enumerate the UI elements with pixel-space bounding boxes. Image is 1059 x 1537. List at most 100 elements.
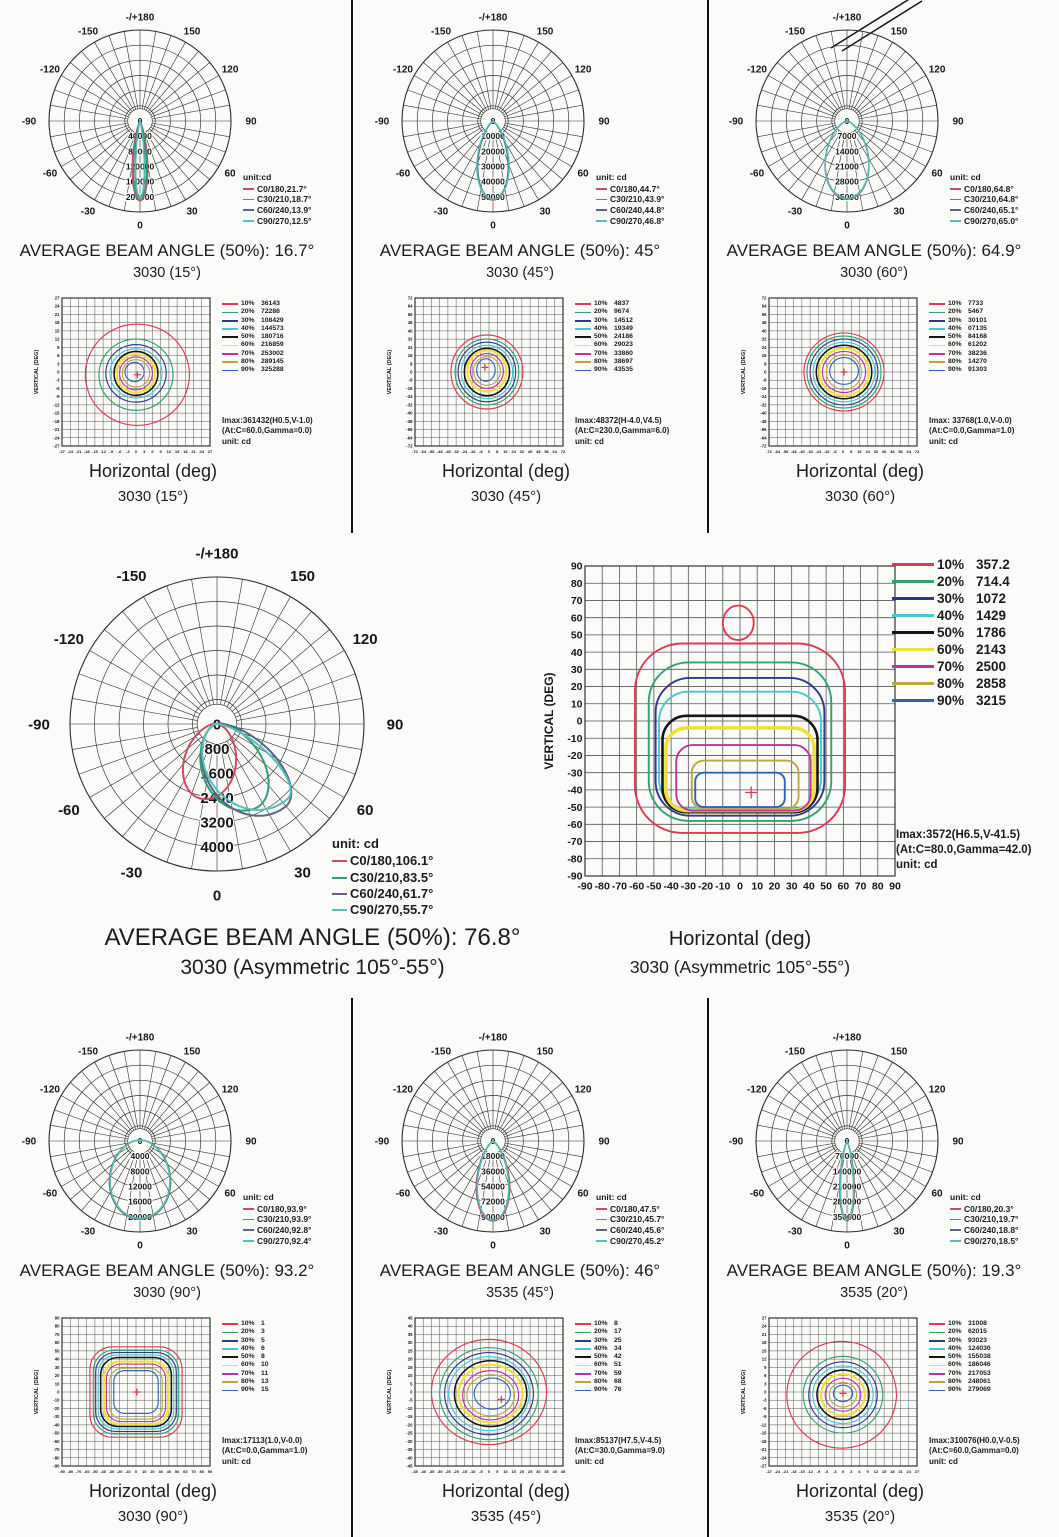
axis-label: 80: [200, 1469, 205, 1474]
legend-swatch: [950, 209, 961, 212]
contour-ring: [448, 1356, 530, 1432]
contour-diagram-svg: -90-90-80-80-70-70-60-60-50-50-40-40-30-…: [34, 1316, 213, 1474]
axis-label: -60: [396, 169, 411, 180]
axis-label: -16: [470, 449, 477, 454]
contour-legend-percent: 90%: [241, 1386, 255, 1394]
axis-label: -/+180: [126, 1033, 155, 1044]
contour-legend-value: 33860: [614, 349, 633, 357]
beam-angle-caption: AVERAGE BEAM ANGLE (50%): 93.2°: [19, 1261, 315, 1280]
contour-legend-percent: 90%: [937, 693, 965, 708]
contour-plot: -27 -27 -24 -24 -21 -21 -18 -18 -15 -15 -12 -12 -9 -9…: [0, 292, 352, 460]
axis-label: 56: [408, 312, 413, 317]
polar-legend-label: C60/240,45.6°: [610, 1224, 665, 1235]
contour-legend-entry: 50% 155038: [929, 1353, 991, 1361]
imax-cross-marker: [133, 1388, 141, 1396]
axis-label: -15: [53, 411, 60, 416]
axis-label: 72: [915, 449, 920, 454]
axis-label: 150: [537, 1046, 554, 1057]
legend-swatch: [929, 1348, 945, 1350]
legend-swatch: [222, 1323, 238, 1325]
contour-legend-entry: 40% 19349: [575, 325, 633, 333]
contour-plot: -90 -90 -80 -80 -70 -70 -60 -60 -50 -50 -40 -40 -30-…: [0, 1312, 352, 1480]
horizontal-axis-subcaption: 3030 (60°): [824, 488, 896, 505]
axis-label: 20: [571, 681, 583, 693]
polar-legend-label: C0/180,20.3°: [964, 1203, 1014, 1214]
legend-swatch: [222, 1348, 238, 1350]
axis-label: 24: [55, 304, 60, 309]
axis-label: 0: [488, 449, 491, 454]
contour-legend-value: 186046: [968, 1361, 991, 1369]
axis-label: -30: [434, 207, 449, 218]
imax-line: Imax:3572(H6.5,V-41.5): [896, 829, 1021, 841]
contour-ring: [102, 1360, 170, 1426]
axis-label: 30000: [481, 161, 505, 171]
axis-label: 12: [55, 337, 60, 342]
axis-label: 120: [575, 1085, 592, 1096]
contour-legend-entry: 70% 33860: [575, 350, 633, 358]
axis-label: 20000: [128, 1212, 152, 1222]
contour-legend: 10% 4837 20% 9674 30% 14512 40% 19349 50% 24186 60…: [575, 300, 633, 375]
axis-label: 0: [577, 716, 583, 728]
contour-legend-value: 155038: [968, 1353, 991, 1361]
legend-swatch: [222, 1372, 238, 1375]
contour-legend-value: 2143: [976, 642, 1007, 657]
horizontal-axis-caption: Horizontal (deg): [668, 928, 812, 950]
contour-legend-percent: 90%: [594, 366, 608, 374]
legend-swatch: [929, 369, 945, 372]
polar-legend-entry: C0/180,21.7°: [243, 184, 311, 195]
axis-label: 70: [191, 1469, 196, 1474]
axis-label: VERTICAL (DEG): [387, 350, 393, 395]
axis-label: 0: [842, 449, 845, 454]
horizontal-axis-subcaption: 3535 (45°): [470, 1508, 542, 1525]
axis-label: -16: [406, 386, 413, 391]
contour-legend-percent: 20%: [948, 1328, 962, 1336]
contour-legend-entry: 50% 180716: [222, 333, 284, 341]
axis-label: 90: [598, 1137, 610, 1148]
axis-label: 10: [503, 1469, 508, 1474]
axis-label: -150: [785, 1046, 805, 1057]
contour-legend-value: 38697: [614, 357, 633, 365]
axis-label: 0: [844, 221, 850, 232]
axis-label: -30: [81, 1227, 96, 1238]
axis-label: 40000: [128, 131, 152, 141]
legend-swatch: [596, 209, 607, 212]
imax-cross-marker: [133, 371, 141, 379]
axis-label: 40: [803, 881, 815, 893]
imax-line: unit: cd: [575, 436, 604, 446]
contour-legend-entry: 80% 289145: [222, 358, 284, 366]
legend-swatch: [892, 597, 934, 601]
polar-legend-label: C0/180,44.7°: [610, 183, 660, 194]
axis-label: -90: [22, 117, 37, 128]
axis-label: 90: [889, 881, 901, 893]
axis-label: -/+180: [126, 13, 155, 24]
polar-diagram-svg: -/+1801501209060300-30-60-90-120-1500700…: [729, 13, 964, 232]
axis-label: -10: [715, 881, 730, 893]
axis-label: -9: [763, 1414, 767, 1419]
contour-ring: [473, 1377, 511, 1410]
axis-label: -72: [766, 449, 773, 454]
contour-legend-percent: 70%: [948, 1369, 962, 1377]
axis-label: 0: [410, 1390, 413, 1395]
contour-legend-entry: 10% 357.2: [892, 558, 1010, 572]
contour-legend-entry: 30% 5: [222, 1337, 269, 1345]
imax-annotation: Imax:310076(H0.0,V-0.5) (At:C=60.0,Gamma…: [929, 1436, 1020, 1467]
axis-label: 40: [762, 328, 767, 333]
contour-plot: -27 -27 -24 -24 -21 -21 -18 -18 -15 -15 -12 -12 -9 -9…: [707, 1312, 1059, 1480]
axis-label: 90: [55, 1316, 60, 1321]
axis-label: -18: [53, 419, 60, 424]
legend-swatch: [929, 1323, 945, 1325]
contour-legend-value: 8: [261, 1353, 265, 1361]
beam-angle-caption: AVERAGE BEAM ANGLE (50%): 19.3°: [726, 1261, 1022, 1280]
contour-legend-entry: 20% 72286: [222, 308, 284, 316]
axis-label: 10: [751, 881, 763, 893]
legend-swatch: [892, 563, 934, 567]
axis-label: 140000: [833, 1166, 862, 1176]
axis-label: -/+180: [479, 13, 508, 24]
polar-legend-unit: unit: cd: [950, 172, 981, 182]
contour-ring: [118, 356, 154, 391]
polar-legend-label: C0/180,106.1°: [350, 853, 434, 869]
contour-legend-percent: 20%: [937, 574, 965, 589]
legend-swatch: [222, 1364, 238, 1367]
horizontal-axis-subcaption: 3030 (15°): [117, 488, 189, 505]
